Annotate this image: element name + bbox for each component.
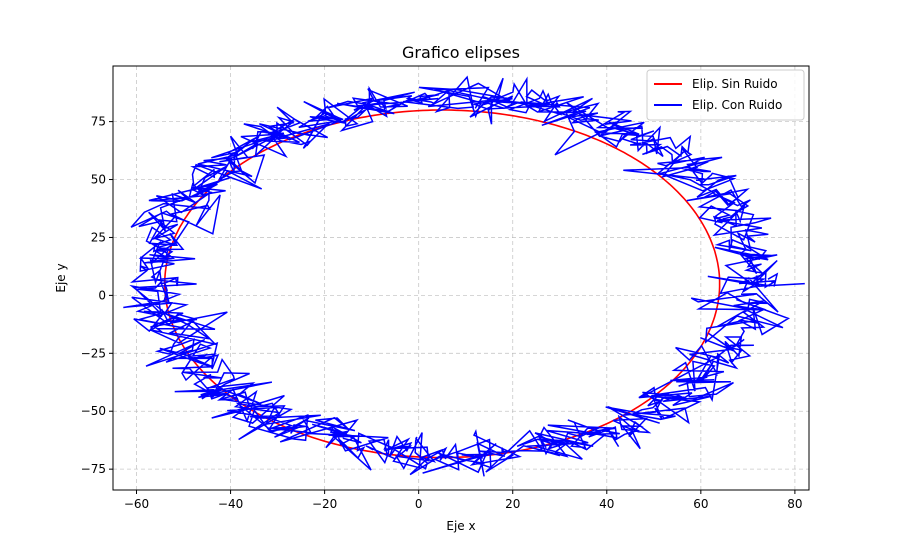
x-tick-label: 0 <box>415 497 423 511</box>
axes-frame <box>112 65 810 491</box>
x-tick-label: −20 <box>312 497 337 511</box>
chart-title: Grafico elipses <box>402 43 520 62</box>
x-tick-label: 80 <box>787 497 802 511</box>
y-tick-label: 50 <box>91 173 106 187</box>
x-tick-label: −60 <box>124 497 149 511</box>
x-tick-label: 40 <box>599 497 614 511</box>
y-tick-label: 25 <box>91 230 106 244</box>
y-tick-label: −50 <box>81 404 106 418</box>
x-tick-label: −40 <box>218 497 243 511</box>
y-tick-label: 75 <box>91 115 106 129</box>
y-axis-label: Eje y <box>54 263 68 292</box>
legend-label-con-ruido: Elip. Con Ruido <box>692 98 782 112</box>
x-tick-label: 20 <box>505 497 520 511</box>
y-tick-label: −25 <box>81 346 106 360</box>
legend: Elip. Sin Ruido Elip. Con Ruido <box>646 69 805 121</box>
series-line-1 <box>123 75 805 477</box>
x-tick-label: 60 <box>693 497 708 511</box>
y-tick-label: −75 <box>81 462 106 476</box>
legend-box <box>646 69 805 121</box>
x-axis-label: Eje x <box>446 519 475 533</box>
ticks: −60 −40 −20 0 20 40 60 80 −75 −50 −25 0 25 50 75 <box>81 115 803 511</box>
grid <box>113 66 809 490</box>
y-tick-label: 0 <box>98 288 106 302</box>
legend-label-sin-ruido: Elip. Sin Ruido <box>692 77 778 91</box>
plot-area <box>123 75 805 477</box>
